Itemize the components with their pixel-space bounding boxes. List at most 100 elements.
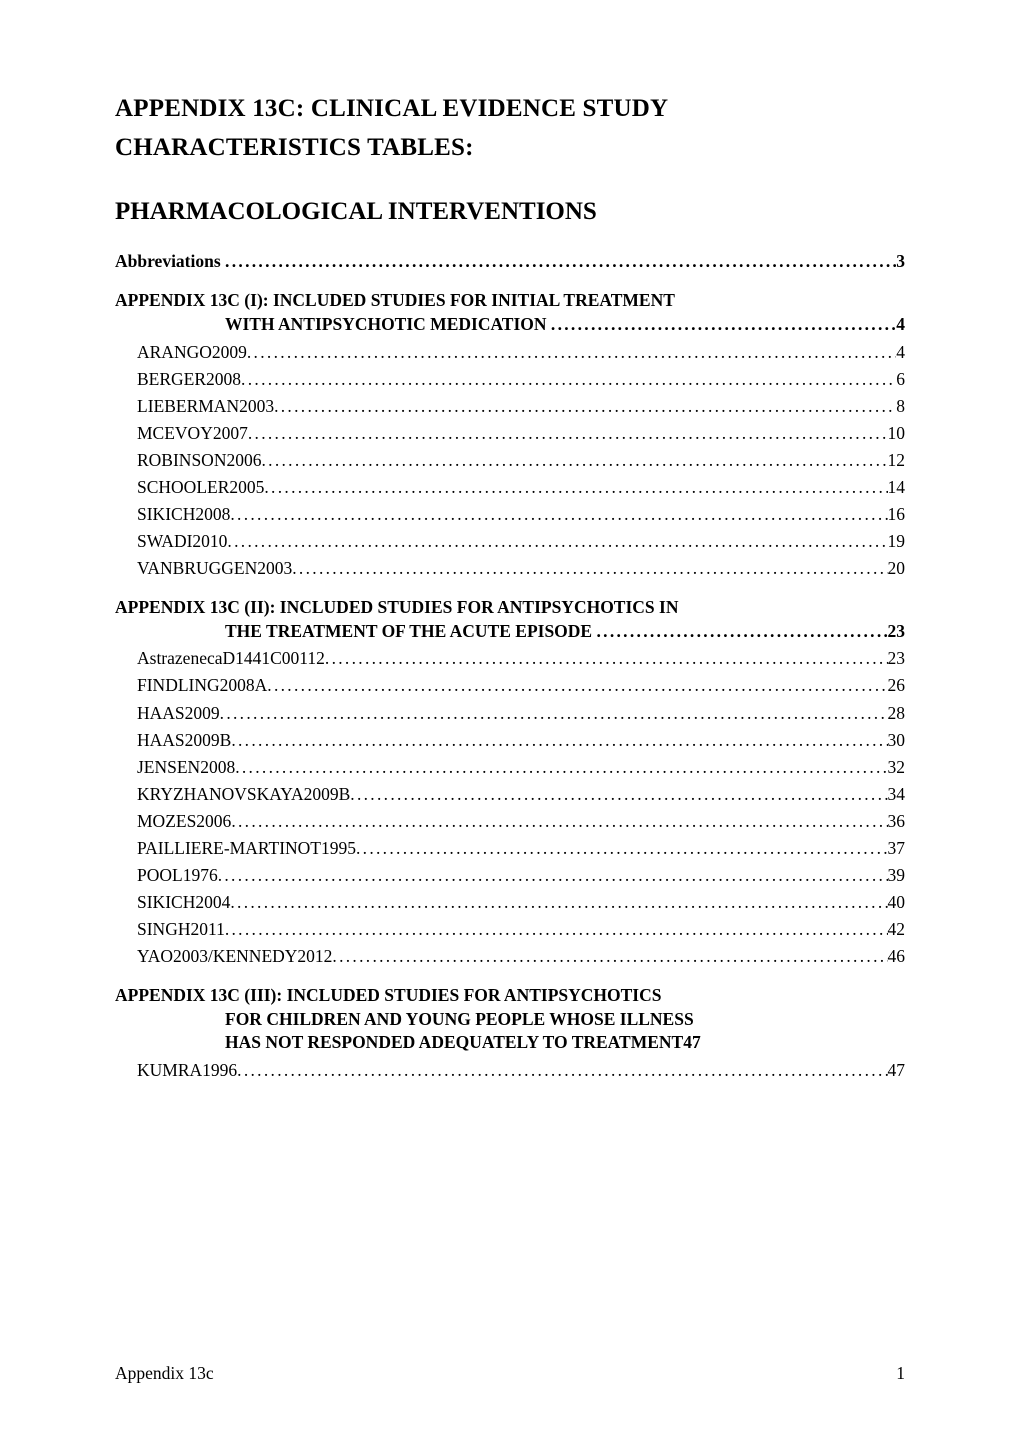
toc-entry-continuation: FOR CHILDREN AND YOUNG PEOPLE WHOSE ILLN… [115, 1008, 905, 1032]
toc-entry: VANBRUGGEN200320 [137, 558, 905, 580]
toc-entry-page: 19 [888, 531, 906, 553]
toc-entry-label: JENSEN2008 [137, 757, 235, 779]
toc-entry: BERGER20086 [137, 369, 905, 391]
dot-leader [230, 892, 887, 914]
dot-leader [225, 919, 888, 941]
toc-entry-page: 16 [888, 504, 906, 526]
toc-entry: YAO2003/KENNEDY2012 46 [137, 946, 905, 968]
dot-leader [227, 531, 887, 553]
dot-leader [267, 675, 887, 697]
dot-leader [325, 648, 888, 670]
toc-entry-page: 47 [888, 1060, 906, 1082]
dot-leader [350, 784, 887, 806]
toc-entry-page: 6 [896, 369, 905, 391]
dot-leader [292, 558, 887, 580]
toc-entry-page: 36 [888, 811, 906, 833]
toc-entry-label: SIKICH2008 [137, 504, 230, 526]
toc-heading: Abbreviations 3 [115, 250, 905, 274]
toc-entry: MOZES2006 36 [137, 811, 905, 833]
footer-page-number: 1 [896, 1363, 905, 1384]
toc-entry-label: HAS NOT RESPONDED ADEQUATELY TO TREATMEN… [225, 1031, 683, 1055]
toc-entry: POOL1976 39 [137, 865, 905, 887]
title-line-2: CHARACTERISTICS TABLES: [115, 129, 905, 168]
toc-entry: JENSEN2008 32 [137, 757, 905, 779]
toc-entry-page: 37 [888, 838, 906, 860]
toc-entry: KRYZHANOVSKAYA2009B34 [137, 784, 905, 806]
toc-entry-label: APPENDIX 13C (III): INCLUDED STUDIES FOR… [115, 984, 905, 1008]
toc-entry: SINGH201142 [137, 919, 905, 941]
toc-entry-label: YAO2003/KENNEDY2012 [137, 946, 332, 968]
toc-entry: SCHOOLER2005 14 [137, 477, 905, 499]
dot-leader [274, 396, 896, 418]
dot-leader [551, 313, 896, 337]
toc-entry-page: 39 [888, 865, 906, 887]
document-subtitle: PHARMACOLOGICAL INTERVENTIONS [115, 198, 905, 226]
toc-entry-label: WITH ANTIPSYCHOTIC MEDICATION [225, 313, 551, 337]
toc-entry-page: 12 [888, 450, 906, 472]
toc-entry-label: FOR CHILDREN AND YOUNG PEOPLE WHOSE ILLN… [225, 1008, 694, 1032]
toc-entry-page: 10 [888, 423, 906, 445]
toc-entry: PAILLIERE-MARTINOT1995 37 [137, 838, 905, 860]
toc-entry-label: MOZES2006 [137, 811, 231, 833]
toc-entry-page: 4 [896, 342, 905, 364]
document-title-block: APPENDIX 13C: CLINICAL EVIDENCE STUDY CH… [115, 90, 905, 168]
toc-heading: APPENDIX 13C (I): INCLUDED STUDIES FOR I… [115, 289, 905, 336]
toc-heading: APPENDIX 13C (III): INCLUDED STUDIES FOR… [115, 984, 905, 1055]
toc-entry-continuation: HAS NOT RESPONDED ADEQUATELY TO TREATMEN… [115, 1031, 905, 1055]
toc-entry: HAAS2009B30 [137, 730, 905, 752]
toc-entry-label: Abbreviations [115, 250, 225, 274]
dot-leader [261, 450, 887, 472]
toc-entry-page: 14 [888, 477, 906, 499]
dot-leader [264, 477, 887, 499]
toc-entry: SWADI2010 19 [137, 531, 905, 553]
toc-entry-label: PAILLIERE-MARTINOT1995 [137, 838, 356, 860]
dot-leader [220, 703, 888, 725]
toc-entry-page: 30 [888, 730, 906, 752]
toc-entry-page: 32 [888, 757, 906, 779]
dot-leader [247, 342, 896, 364]
dot-leader [237, 1060, 887, 1082]
dot-leader [248, 423, 888, 445]
toc-entry-label: AstrazenecaD1441C00112 [137, 648, 325, 670]
toc-entry-label: LIEBERMAN2003 [137, 396, 274, 418]
toc-entry-label: HAAS2009 [137, 703, 220, 725]
toc-entry-label: KUMRA1996 [137, 1060, 237, 1082]
toc-entry-label: MCEVOY2007 [137, 423, 248, 445]
toc-entry-label: SIKICH2004 [137, 892, 230, 914]
dot-leader [231, 811, 887, 833]
title-line-1: APPENDIX 13C: CLINICAL EVIDENCE STUDY [115, 90, 905, 129]
toc-entry-page: 8 [896, 396, 905, 418]
toc-entry-label: VANBRUGGEN2003 [137, 558, 292, 580]
toc-entry: AstrazenecaD1441C00112 23 [137, 648, 905, 670]
toc-entry-page: 47 [683, 1031, 701, 1055]
toc-entry-label: SWADI2010 [137, 531, 227, 553]
toc-entry-label: ROBINSON2006 [137, 450, 261, 472]
toc-entry-label: APPENDIX 13C (I): INCLUDED STUDIES FOR I… [115, 289, 905, 313]
dot-leader [218, 865, 888, 887]
toc-entry-label: APPENDIX 13C (II): INCLUDED STUDIES FOR … [115, 596, 905, 620]
toc-entry: ROBINSON2006 12 [137, 450, 905, 472]
toc-entry: ARANGO20094 [137, 342, 905, 364]
dot-leader [235, 757, 887, 779]
toc-entry-page: 40 [888, 892, 906, 914]
toc-entry-page: 26 [888, 675, 906, 697]
toc-entry-label: SCHOOLER2005 [137, 477, 264, 499]
footer-left: Appendix 13c [115, 1363, 214, 1384]
page-footer: Appendix 13c 1 [115, 1363, 905, 1384]
toc-entry-label: POOL1976 [137, 865, 218, 887]
dot-leader [596, 620, 887, 644]
dot-leader [356, 838, 888, 860]
table-of-contents: Abbreviations 3 APPENDIX 13C (I): INCLUDE… [115, 250, 905, 1082]
dot-leader [230, 504, 887, 526]
toc-entry: SIKICH2008 16 [137, 504, 905, 526]
toc-entry-page: 23 [888, 648, 906, 670]
toc-entry: LIEBERMAN2003 8 [137, 396, 905, 418]
dot-leader [241, 369, 896, 391]
toc-entry: HAAS200928 [137, 703, 905, 725]
dot-leader [225, 250, 896, 274]
toc-entry: FINDLING2008A26 [137, 675, 905, 697]
toc-entry-continuation: THE TREATMENT OF THE ACUTE EPISODE 23 [115, 620, 905, 644]
toc-entry: SIKICH2004 40 [137, 892, 905, 914]
toc-entry-page: 23 [888, 620, 906, 644]
toc-entry-page: 46 [888, 946, 906, 968]
